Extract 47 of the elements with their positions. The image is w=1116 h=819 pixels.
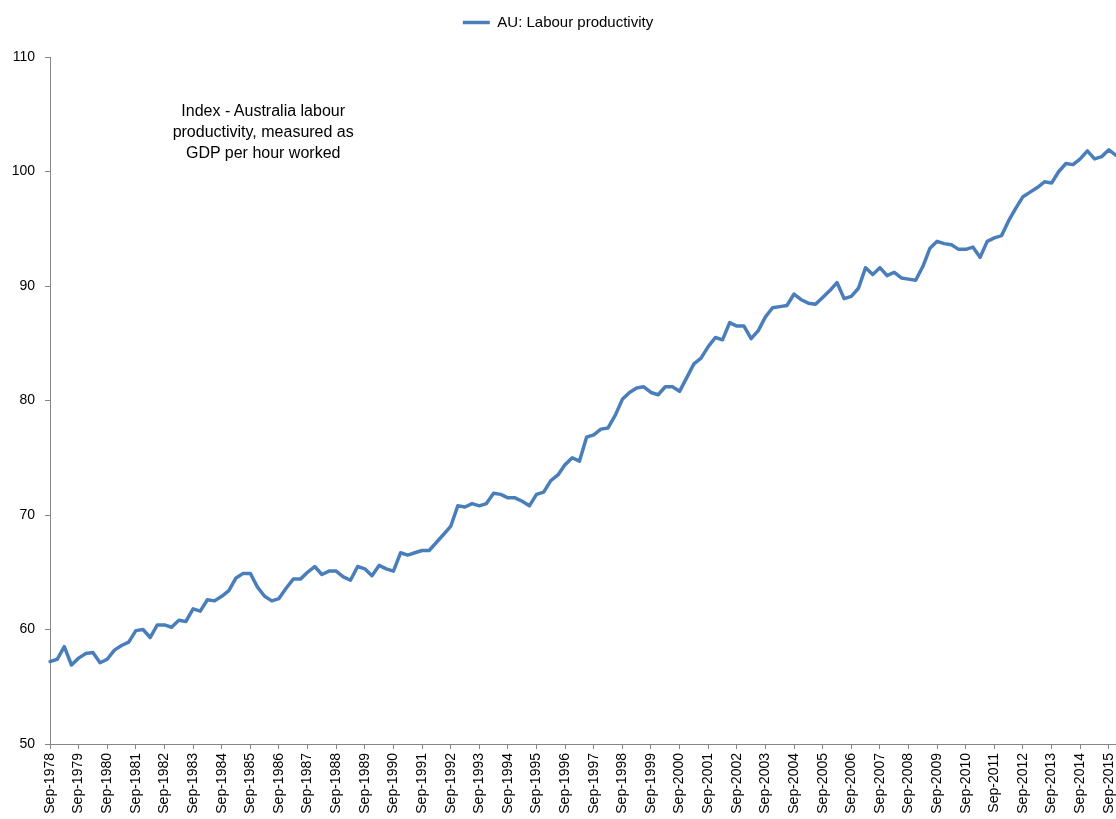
x-tick-label: Sep-1991 xyxy=(412,752,429,814)
x-tick-label: Sep-2015 xyxy=(1099,752,1116,814)
x-tick-label: Sep-1990 xyxy=(384,752,401,814)
x-tick-label: Sep-2003 xyxy=(756,752,773,814)
y-tick-label: 70 xyxy=(19,505,36,522)
y-tick-label: 100 xyxy=(11,162,36,179)
x-tick-label: Sep-1986 xyxy=(269,752,286,814)
y-tick-label: 60 xyxy=(19,620,36,637)
x-tick-label: Sep-2014 xyxy=(1071,752,1088,814)
x-tick-label: Sep-1978 xyxy=(40,752,57,814)
y-tick-label: 80 xyxy=(19,391,36,408)
x-tick-label: Sep-1997 xyxy=(584,752,601,814)
x-tick-label: Sep-2012 xyxy=(1013,752,1030,814)
x-tick-label: Sep-1981 xyxy=(126,752,143,814)
x-tick-label: Sep-1979 xyxy=(69,752,86,814)
x-tick-label: Sep-1995 xyxy=(527,752,544,814)
x-tick-label: Sep-1984 xyxy=(212,752,229,814)
x-tick-label: Sep-1992 xyxy=(441,752,458,814)
x-tick-label: Sep-1987 xyxy=(298,752,315,814)
x-tick-label: Sep-2009 xyxy=(928,752,944,814)
x-tick-label: Sep-2011 xyxy=(985,752,1002,813)
x-tick-label: Sep-1985 xyxy=(241,752,258,814)
x-tick-label: Sep-2006 xyxy=(842,752,859,814)
y-tick-label: 110 xyxy=(12,47,36,64)
x-tick-label: Sep-2007 xyxy=(870,752,887,814)
x-tick-label: Sep-2005 xyxy=(813,752,830,814)
annotation: Index - Australia labour productivity, measured as GDP per hour worked xyxy=(172,102,354,161)
x-tick-label: Sep-1988 xyxy=(327,752,344,814)
x-tick-label: Sep-1993 xyxy=(470,752,487,814)
y-tick-label: 50 xyxy=(19,734,36,751)
x-tick-label: Sep-1980 xyxy=(98,752,115,814)
x-tick-label: Sep-2001 xyxy=(699,752,716,814)
x-tick-label: Sep-1983 xyxy=(183,752,200,814)
x-tick-label: Sep-2008 xyxy=(899,752,916,814)
legend-label: AU: Labour productivity xyxy=(497,12,654,30)
x-tick-label: Sep-2013 xyxy=(1042,752,1059,814)
x-tick-label: Sep-2000 xyxy=(670,752,687,814)
x-tick-label: Sep-1989 xyxy=(355,752,372,814)
y-tick-label: 90 xyxy=(19,276,36,293)
x-tick-label: Sep-1994 xyxy=(498,752,515,814)
x-tick-label: Sep-1982 xyxy=(155,752,172,814)
x-tick-label: Sep-2004 xyxy=(784,752,801,814)
x-tick-label: Sep-2002 xyxy=(727,752,744,814)
x-tick-label: Sep-2010 xyxy=(956,752,973,814)
x-tick-label: Sep-1998 xyxy=(613,752,630,814)
x-tick-label: Sep-1999 xyxy=(641,752,658,814)
x-tick-label: Sep-1996 xyxy=(555,752,572,814)
